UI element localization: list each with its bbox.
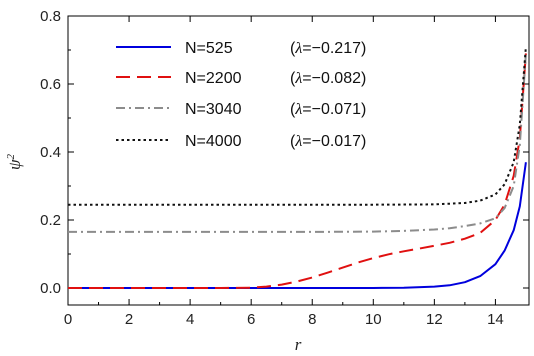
- series-lines: [68, 46, 527, 289]
- legend-entry-name: N=3040: [185, 101, 242, 118]
- series-line: [68, 162, 527, 289]
- legend-entry-name: N=525: [185, 40, 233, 57]
- y-tick-label: 0.8: [40, 8, 61, 25]
- x-tick-label: 8: [308, 311, 316, 328]
- x-tick-label: 4: [186, 311, 194, 328]
- y-tick-label: 0.6: [40, 76, 61, 93]
- x-axis-title: r: [295, 335, 302, 354]
- plot-frame: [67, 15, 530, 306]
- legend-entry-name: N=2200: [185, 70, 242, 87]
- y-tick-label: 0.0: [40, 280, 61, 297]
- x-tick-label: 12: [426, 311, 443, 328]
- x-tick-label: 2: [125, 311, 133, 328]
- legend-entry-param: (λ=−0.217): [290, 40, 366, 57]
- x-tick-label: 10: [365, 311, 382, 328]
- x-tick-label: 6: [247, 311, 255, 328]
- legend-entry-name: N=4000: [185, 133, 242, 150]
- x-tick-label: 0: [64, 311, 72, 328]
- y-axis-title-symbol: ψ: [5, 159, 24, 170]
- series-line: [68, 46, 527, 206]
- y-tick-label: 0.2: [40, 212, 61, 229]
- y-tick-label: 0.4: [40, 144, 61, 161]
- series-line: [68, 53, 527, 289]
- series-line: [68, 53, 527, 233]
- x-tick-label: 14: [487, 311, 504, 328]
- legend: N=525 (λ=−0.217) N=2200 (λ=−0.082) N=3040 (λ=…: [116, 40, 366, 150]
- legend-entry-param: (λ=−0.071): [290, 101, 366, 118]
- y-axis-title-superscript: 2: [5, 153, 17, 159]
- legend-entry-param: (λ=−0.017): [290, 133, 366, 150]
- y-axis-title: ψ2: [5, 153, 24, 170]
- axis-ticks: 0 2 4 6 8 10 12 14 0.0 0.2 0.4 0.6 0.8: [40, 8, 529, 328]
- legend-entry-param: (λ=−0.082): [290, 70, 366, 87]
